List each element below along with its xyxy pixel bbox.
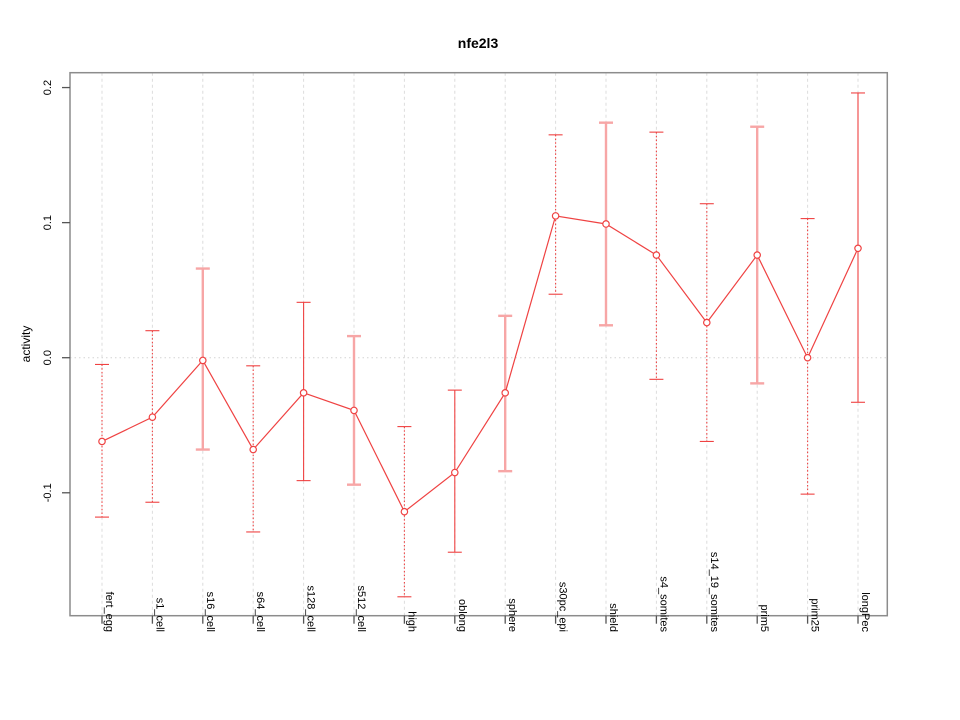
data-point [602,220,610,228]
x-tick-label: prim25 [809,598,821,632]
data-point [350,406,358,415]
x-tick-label: s14_19_somites [708,552,720,633]
data-point [803,353,812,362]
data-point [199,356,207,365]
error-bars [95,92,865,598]
x-tick-label: sphere [506,598,518,632]
series-line [101,215,859,513]
data-point [551,212,560,220]
data-point [400,507,409,516]
data-point [652,251,661,259]
y-tick-label: -0.1 [42,483,54,502]
x-tick-label: oblong [456,599,468,632]
x-tick-label: s1_cell [153,598,165,632]
chart-title: nfe2l3 [458,35,499,51]
data-point [501,389,510,397]
x-tick-label: s30pc_epi [557,582,569,632]
y-tick-label: 0.0 [42,350,54,365]
x-tick-label: high [405,611,417,632]
x-tick-label: s64_cell [254,592,266,632]
x-tick-label: s4_somites [657,576,669,632]
plot-border [69,71,889,617]
data-point [98,437,106,446]
data-point [753,251,762,259]
data-point [854,244,862,253]
data-point [299,389,308,397]
x-tick-label: longPec [859,592,871,632]
x-tick-label: s512_cell [355,586,367,632]
x-tick-label: fert_egg [103,592,115,632]
x-tick-label: s16_cell [204,592,216,632]
y-tick-label: 0.1 [42,215,54,230]
axis-ticks: 0.2 0.1 0.0 -0.1 fert_egg s1_cell s16_cell s64_… [42,80,871,633]
x-tick-label: prim5 [758,604,770,632]
gridlines [70,72,888,616]
plot-frame [69,71,889,617]
y-tick-label: 0.2 [42,80,54,95]
x-tick-label: shield [607,603,619,632]
data-point [702,318,711,327]
data-point [450,468,459,477]
x-tick-label: s128_cell [305,586,317,632]
data-series [98,212,862,516]
y-axis-label: activity [19,326,33,363]
data-point [148,413,157,421]
data-point [249,445,258,454]
